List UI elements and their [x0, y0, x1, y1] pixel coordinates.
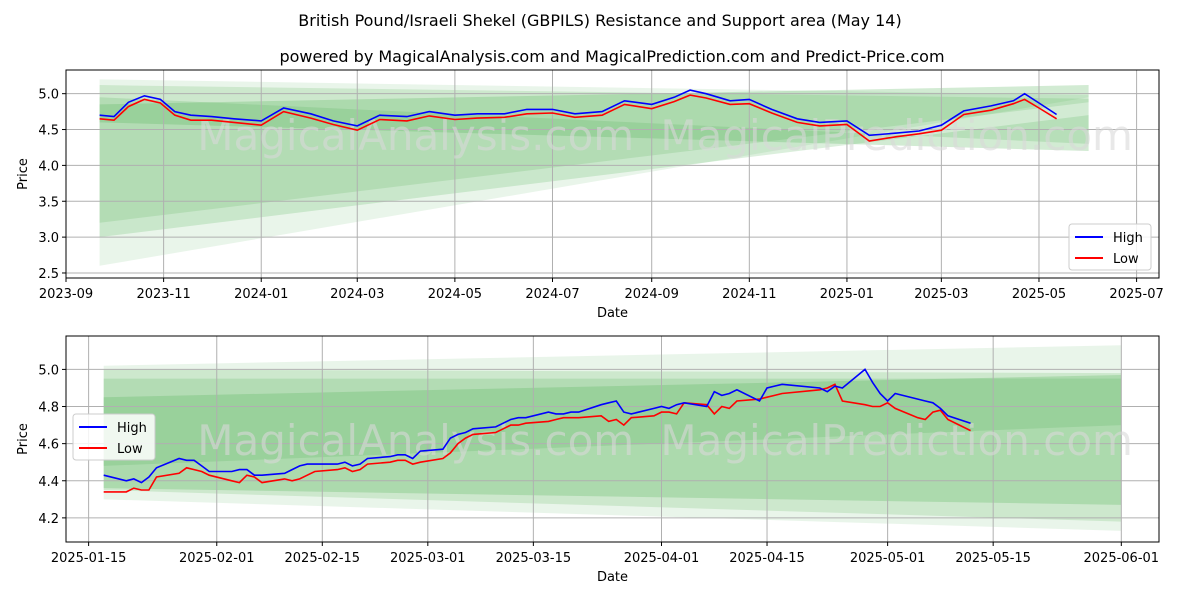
x-tick-label: 2025-02-01: [179, 551, 255, 566]
top-panel: 2023-09 2023-11 2024-01 2024-03 2024-05 2024-…: [16, 69, 1164, 321]
x-tick-label: 2024-11: [722, 287, 776, 302]
x-tick-label: 2025-03-15: [496, 551, 572, 566]
prediction-band: [103, 369, 1122, 522]
x-tick-label: 2024-03: [330, 287, 384, 302]
series-line-high: [103, 368, 971, 484]
x-tick-label: 2025-06-01: [1084, 551, 1160, 566]
x-tick-label: 2025-05-01: [850, 551, 926, 566]
y-tick-label: 4.0: [38, 159, 59, 174]
x-axis-label: Date: [597, 570, 628, 585]
x-tick-label: 2025-04-15: [729, 551, 805, 566]
prediction-band: [99, 97, 1089, 238]
x-tick-label: 2025-07: [1109, 287, 1163, 302]
series-line-high: [99, 89, 1058, 137]
x-tick-label: 2025-03-01: [390, 551, 466, 566]
bottom-panel: 2025-01-15 2025-02-01 2025-02-15 2025-03-01…: [16, 335, 1160, 585]
series-line-low: [99, 94, 1058, 142]
x-tick-label: 2024-07: [525, 287, 579, 302]
y-tick-label: 4.4: [38, 475, 59, 490]
y-tick-label: 4.2: [38, 512, 59, 527]
x-axis-label: Date: [597, 306, 628, 321]
prediction-band: [99, 79, 1089, 266]
chart-subtitle: powered by MagicalAnalysis.com and Magic…: [279, 47, 944, 66]
y-tick-label: 3.0: [38, 231, 59, 246]
prediction-band: [103, 374, 1122, 505]
x-tick-label: 2025-05-15: [955, 551, 1031, 566]
y-tick-label: 2.5: [38, 267, 59, 282]
plot-frame: [65, 335, 1160, 543]
y-tick-label: 5.0: [38, 363, 59, 378]
watermark-text: MagicalPrediction.com: [660, 111, 1133, 160]
x-tick-label: 2024-09: [625, 287, 679, 302]
x-tick-label: 2025-05: [1012, 287, 1066, 302]
chart-title: British Pound/Israeli Shekel (GBPILS) Re…: [298, 11, 901, 30]
prediction-band: [99, 85, 1089, 152]
x-tick-label: 2024-05: [428, 287, 482, 302]
y-tick-label: 4.6: [38, 438, 59, 453]
legend: High Low: [72, 413, 156, 461]
x-tick-label: 2025-01-15: [51, 551, 127, 566]
plot-frame: [65, 69, 1160, 279]
legend-label-high: High: [1113, 231, 1143, 246]
x-tick-label: 2023-09: [39, 287, 93, 302]
x-tick-label: 2025-03: [914, 287, 968, 302]
prediction-band: [99, 85, 1089, 223]
x-tick-label: 2025-02-15: [285, 551, 361, 566]
y-axis-label: Price: [16, 423, 31, 455]
x-tick-label: 2025-04-01: [624, 551, 700, 566]
prediction-band: [103, 345, 1122, 531]
legend-label-low: Low: [1113, 252, 1139, 267]
y-tick-label: 4.8: [38, 401, 59, 416]
y-axis-label: Price: [16, 158, 31, 190]
legend-label-high: High: [117, 421, 147, 436]
watermark-text: MagicalPrediction.com: [660, 416, 1133, 465]
x-tick-label: 2025-01: [820, 287, 874, 302]
y-tick-label: 3.5: [38, 195, 59, 210]
legend: High Low: [1068, 223, 1152, 271]
legend-label-low: Low: [117, 442, 143, 457]
x-tick-label: 2024-01: [234, 287, 288, 302]
y-tick-label: 4.5: [38, 124, 59, 139]
y-tick-label: 5.0: [38, 88, 59, 103]
x-tick-label: 2023-11: [136, 287, 190, 302]
watermark-text: MagicalAnalysis.com: [197, 416, 634, 465]
series-line-low: [103, 383, 971, 493]
